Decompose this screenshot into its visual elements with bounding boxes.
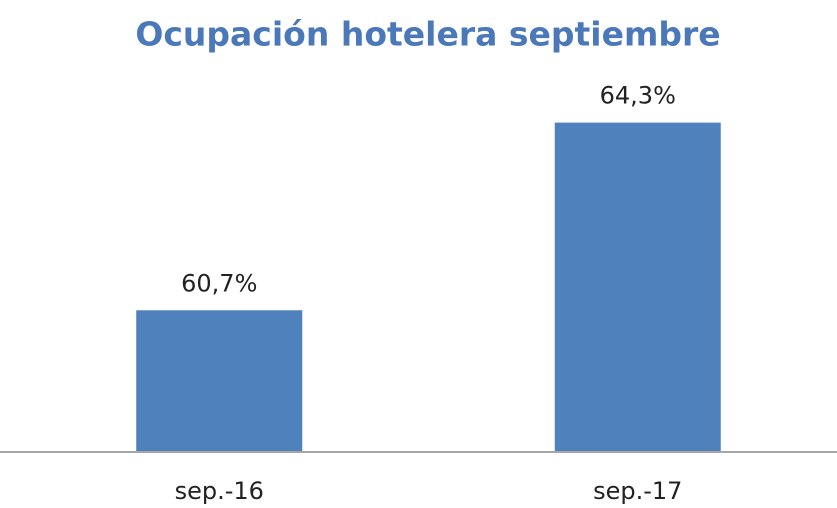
value-label: 64,3% bbox=[600, 82, 676, 110]
bar bbox=[136, 310, 303, 451]
x-tick-label: sep.-17 bbox=[593, 477, 682, 505]
x-tick-label: sep.-16 bbox=[175, 477, 264, 505]
chart-title: Ocupación hotelera septiembre bbox=[135, 15, 720, 54]
bar bbox=[554, 122, 721, 452]
value-label: 60,7% bbox=[181, 269, 257, 297]
